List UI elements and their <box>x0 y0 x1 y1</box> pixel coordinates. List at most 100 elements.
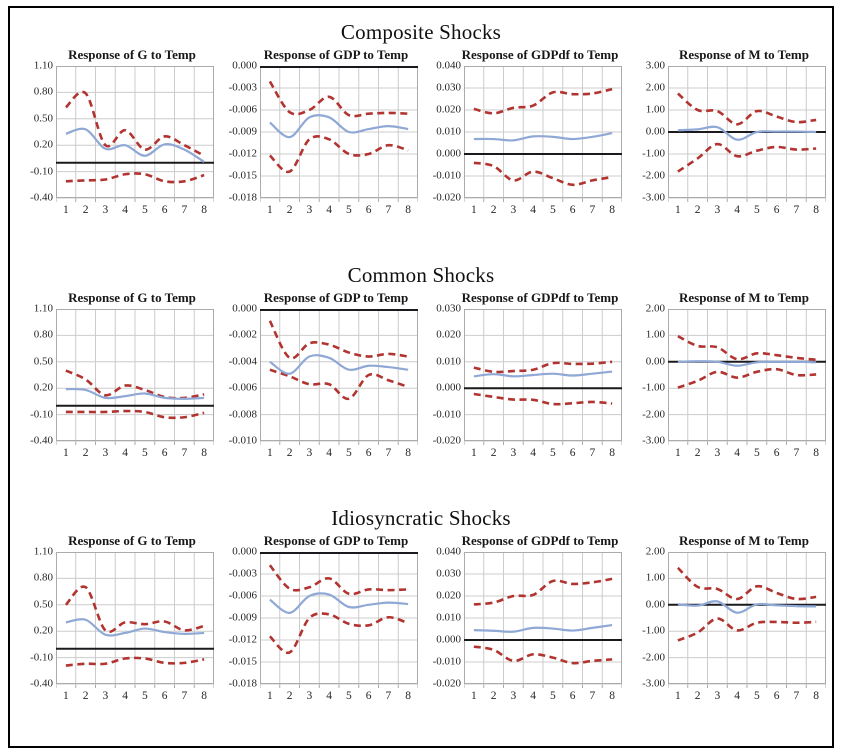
chart-title: Response of GDPdf to Temp <box>461 47 619 62</box>
y-tick-label: -0.40 <box>30 191 53 204</box>
x-tick-label: 7 <box>589 690 596 702</box>
y-axis-labels: 2.00 1.00 0.00 -1.00 -2.00 -3.00 <box>628 303 668 446</box>
series-lower-band <box>473 161 613 187</box>
series-response <box>269 592 409 614</box>
x-tick-label: 1 <box>267 690 273 702</box>
chart-body: 0.040 0.030 0.020 0.010 0.000 -0.010 -0.020 <box>424 546 622 689</box>
chart-body: 0.000 -0.002 -0.004 -0.006 -0.008 -0.010 <box>220 303 418 446</box>
y-tick-label: 0.000 <box>436 147 461 160</box>
series-upper-band <box>473 87 613 115</box>
y-tick-label: 2.00 <box>645 81 665 94</box>
series-lower-band <box>65 409 205 420</box>
series-response <box>65 127 205 163</box>
series-lower-band <box>473 645 613 665</box>
x-tick-label: 8 <box>609 690 615 702</box>
y-tick-label: -3.00 <box>642 677 665 690</box>
plot-area <box>464 66 622 203</box>
series-lower-band <box>268 612 409 655</box>
y-tick-label: -0.020 <box>432 677 461 690</box>
x-tick-label: 2 <box>490 690 497 702</box>
y-axis-labels: 1.10 0.80 0.50 0.20 -0.10 -0.40 <box>16 60 56 203</box>
series-upper-band <box>64 585 205 634</box>
x-tick-label: 8 <box>813 204 819 216</box>
x-tick-label: 6 <box>773 690 780 702</box>
section-title: Common Shocks <box>347 263 495 287</box>
series-lower-band <box>269 368 409 401</box>
chart-body: 0.040 0.030 0.020 0.010 0.000 -0.010 -0.020 <box>424 60 622 203</box>
section-common-shocks: Common Shocks Response of G to Temp 1.10 0… <box>14 253 828 496</box>
x-tick-label: 6 <box>161 204 168 216</box>
x-tick-label: 6 <box>365 447 372 459</box>
x-tick-label: 8 <box>201 204 207 216</box>
y-tick-label: 0.000 <box>436 381 461 394</box>
y-tick-label: 2.00 <box>645 545 665 558</box>
y-tick-label: -0.010 <box>432 408 461 421</box>
y-tick-label: -0.10 <box>30 651 53 664</box>
chart-title: Response of G to Temp <box>68 47 196 62</box>
section-title: Idiosyncratic Shocks <box>331 506 511 530</box>
y-tick-label: 1.00 <box>645 328 665 341</box>
x-tick-label: 1 <box>675 204 681 216</box>
y-tick-label: 0.030 <box>436 567 461 580</box>
plot-area <box>668 552 826 689</box>
x-tick-label: 5 <box>346 690 352 702</box>
y-tick-label: 0.50 <box>33 355 53 368</box>
y-tick-label: 0.020 <box>436 103 461 116</box>
plot-area <box>260 309 418 446</box>
chart-response-of-g-to-temp-common-shocks: Response of G to Temp 1.10 0.80 0.50 0.20 -0.… <box>16 290 214 459</box>
series-response <box>269 114 409 139</box>
x-tick-label: 8 <box>609 447 615 459</box>
x-axis-labels: 1 2 3 4 5 6 7 8 <box>56 689 214 702</box>
chart-title: Response of GDPdf to Temp <box>461 290 619 305</box>
series-response <box>677 360 817 367</box>
x-tick-label: 3 <box>306 447 313 459</box>
x-tick-label: 7 <box>385 204 392 216</box>
y-tick-label: -0.10 <box>30 408 53 421</box>
x-tick-label: 3 <box>714 447 721 459</box>
chart-response-of-gdpdf-to-temp-composite-shocks: Response of GDPdf to Temp 0.040 0.030 0.020… <box>424 47 622 216</box>
chart-body: 3.00 2.00 1.00 0.00 -1.00 -2.00 -3.00 <box>628 60 826 203</box>
chart-canvas <box>56 309 214 445</box>
chart-title: Response of M to Temp <box>678 290 809 305</box>
x-tick-label: 4 <box>122 690 128 702</box>
x-tick-label: 1 <box>471 447 477 459</box>
series-lower-band <box>65 656 205 667</box>
y-tick-label: 0.010 <box>436 355 461 368</box>
x-tick-label: 5 <box>754 690 760 702</box>
y-tick-label: 1.00 <box>645 571 665 584</box>
y-tick-label: 0.20 <box>33 624 53 637</box>
y-axis-labels: 3.00 2.00 1.00 0.00 -1.00 -2.00 -3.00 <box>628 60 668 203</box>
series-response <box>65 387 205 400</box>
x-tick-label: 6 <box>773 204 780 216</box>
chart-canvas <box>668 309 826 445</box>
charts-row-composite: Response of G to Temp 1.10 0.80 0.50 0.20 -0.… <box>14 47 828 216</box>
chart-title: Response of G to Temp <box>68 290 196 305</box>
x-axis-labels: 1 2 3 4 5 6 7 8 <box>668 689 826 702</box>
plot-area <box>668 66 826 203</box>
x-tick-label: 3 <box>714 204 721 216</box>
chart-canvas <box>56 552 214 688</box>
plot-area <box>56 309 214 446</box>
chart-response-of-gdpdf-to-temp-idiosyncratic-shocks: Response of GDPdf to Temp 0.040 0.030 0.020… <box>424 533 622 702</box>
y-tick-label: 0.00 <box>645 125 665 138</box>
x-tick-label: 4 <box>530 447 536 459</box>
x-tick-label: 3 <box>102 204 109 216</box>
x-tick-label: 1 <box>267 204 273 216</box>
chart-title: Response of GDPdf to Temp <box>461 533 619 548</box>
y-tick-label: -0.009 <box>228 611 257 624</box>
section-composite-shocks: Composite Shocks Response of G to Temp 1.… <box>14 10 828 253</box>
x-tick-label: 5 <box>346 447 352 459</box>
chart-response-of-g-to-temp-composite-shocks: Response of G to Temp 1.10 0.80 0.50 0.20 -0.… <box>16 47 214 216</box>
x-tick-label: 5 <box>754 447 760 459</box>
x-tick-label: 6 <box>365 690 372 702</box>
x-tick-label: 2 <box>694 447 701 459</box>
x-tick-label: 7 <box>181 204 188 216</box>
x-axis-labels: 1 2 3 4 5 6 7 8 <box>464 203 622 216</box>
y-axis-labels: 0.040 0.030 0.020 0.010 0.000 -0.010 -0.020 <box>424 546 464 689</box>
x-tick-label: 7 <box>385 690 392 702</box>
x-tick-label: 8 <box>609 204 615 216</box>
chart-title: Response of M to Temp <box>678 47 809 62</box>
x-tick-label: 5 <box>754 204 760 216</box>
y-tick-label: -0.40 <box>30 434 53 447</box>
x-axis-labels: 1 2 3 4 5 6 7 8 <box>464 446 622 459</box>
